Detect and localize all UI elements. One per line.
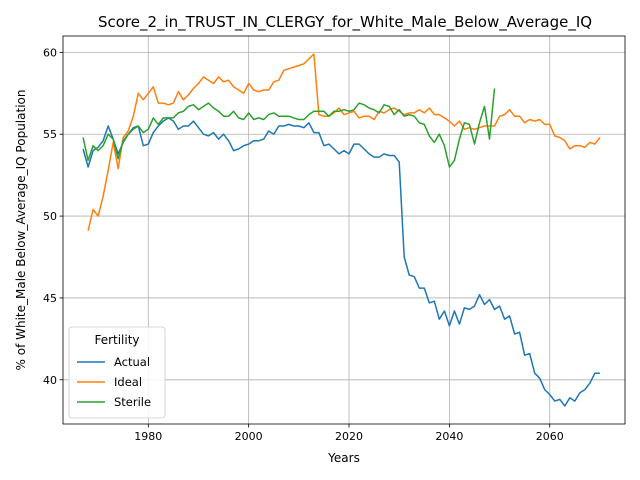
x-axis-ticks: 1980 2000 2020 2040 2060 <box>134 424 564 443</box>
legend-label-actual: Actual <box>114 355 150 369</box>
y-tick-label: 55 <box>43 128 57 141</box>
x-tick-label: 1980 <box>134 430 162 443</box>
x-tick-label: 2060 <box>536 430 564 443</box>
y-tick-label: 50 <box>43 210 57 223</box>
y-axis-ticks: 40 45 50 55 60 <box>43 46 63 387</box>
y-tick-label: 40 <box>43 374 57 387</box>
legend-title: Fertility <box>94 333 139 347</box>
y-tick-label: 45 <box>43 292 57 305</box>
chart-title: Score_2_in_TRUST_IN_CLERGY_for_White_Mal… <box>98 13 592 32</box>
x-tick-label: 2000 <box>235 430 263 443</box>
plot-area <box>82 53 601 407</box>
legend-label-ideal: Ideal <box>114 375 142 389</box>
y-tick-label: 60 <box>43 46 57 59</box>
legend-box <box>68 326 166 419</box>
y-axis-label: % of White_Male Below_Average_IQ Populat… <box>14 90 28 371</box>
series-line-sterile <box>82 88 496 168</box>
x-tick-label: 2040 <box>435 430 463 443</box>
x-axis-label: Years <box>327 451 360 465</box>
axes-frame <box>62 35 626 425</box>
x-tick-label: 2020 <box>335 430 363 443</box>
legend: Fertility Actual Ideal Sterile <box>68 326 166 419</box>
legend-label-sterile: Sterile <box>114 395 151 409</box>
series-line-ideal <box>87 53 601 231</box>
